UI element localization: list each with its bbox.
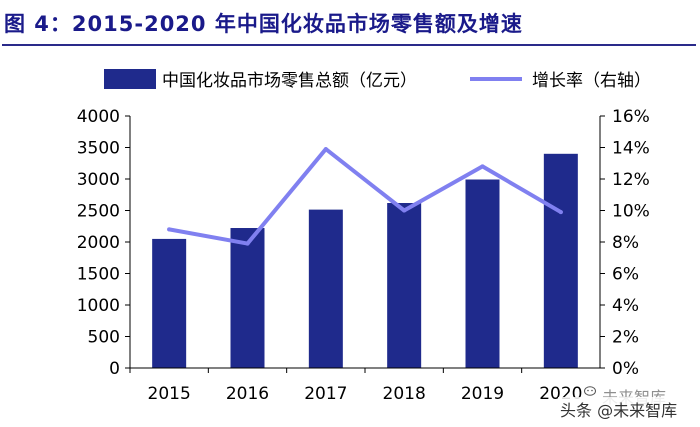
title-divider bbox=[2, 44, 696, 46]
x-tick-label-2016: 2016 bbox=[226, 384, 269, 404]
growth-rate-point-2017 bbox=[323, 147, 328, 152]
chart-title: 图 4：2015-2020 年中国化妆品市场零售额及增速 bbox=[4, 12, 523, 36]
chart-legend: 中国化妆品市场零售总额（亿元） 增长率（右轴） bbox=[0, 66, 700, 94]
right-tick-label: 4% bbox=[612, 296, 639, 316]
left-tick-label: 1500 bbox=[77, 265, 120, 285]
legend-item-line: 增长率（右轴） bbox=[470, 66, 651, 91]
right-tick-label: 10% bbox=[612, 202, 650, 222]
legend-label-bar: 中国化妆品市场零售总额（亿元 bbox=[162, 71, 400, 91]
left-tick-label: 3500 bbox=[77, 139, 120, 159]
legend-item-bar: 中国化妆品市场零售总额（亿元） bbox=[104, 66, 417, 91]
x-tick-label-2019: 2019 bbox=[461, 384, 504, 404]
left-tick-label: 2000 bbox=[77, 233, 120, 253]
right-tick-label: 16% bbox=[612, 107, 650, 127]
left-tick-label: 1000 bbox=[77, 296, 120, 316]
legend-label-line: 增长率（右轴 bbox=[532, 71, 634, 91]
right-tick-label: 8% bbox=[612, 233, 639, 253]
right-tick-label: 0% bbox=[612, 359, 639, 379]
growth-rate-point-2019 bbox=[480, 164, 485, 169]
right-tick-label: 14% bbox=[612, 139, 650, 159]
growth-rate-point-2020 bbox=[558, 210, 563, 215]
right-tick-label: 6% bbox=[612, 265, 639, 285]
growth-rate-point-2016 bbox=[245, 241, 250, 246]
right-tick-label: 2% bbox=[612, 328, 639, 348]
bar-2016 bbox=[230, 228, 265, 368]
bar-2015 bbox=[152, 238, 187, 368]
right-tick-label: 12% bbox=[612, 170, 650, 190]
legend-bar-swatch bbox=[104, 68, 156, 89]
growth-rate-point-2018 bbox=[402, 208, 407, 213]
x-tick-label-2018: 2018 bbox=[383, 384, 426, 404]
left-tick-label: 0 bbox=[109, 359, 120, 379]
bar-2019 bbox=[465, 179, 500, 368]
watermark-bottom-text: 头条 @未来智库 bbox=[558, 397, 680, 421]
growth-rate-line bbox=[167, 147, 563, 246]
left-tick-label: 2500 bbox=[77, 202, 120, 222]
watermark: 未来智库 头条 @未来智库 bbox=[558, 384, 698, 424]
left-tick-label: 500 bbox=[88, 328, 120, 348]
left-tick-label: 4000 bbox=[77, 107, 120, 127]
bar-2020 bbox=[543, 153, 578, 368]
wechat-icon bbox=[584, 386, 596, 396]
bar-2017 bbox=[308, 209, 343, 368]
legend-line-swatch bbox=[470, 76, 522, 81]
bar-2018 bbox=[387, 203, 422, 368]
x-tick-label-2015: 2015 bbox=[148, 384, 191, 404]
growth-rate-point-2015 bbox=[167, 227, 172, 232]
x-tick-label-2017: 2017 bbox=[304, 384, 347, 404]
left-tick-label: 3000 bbox=[77, 170, 120, 190]
